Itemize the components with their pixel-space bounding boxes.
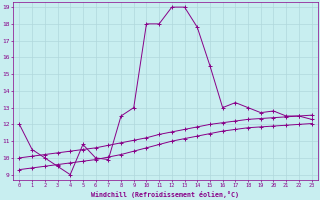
X-axis label: Windchill (Refroidissement éolien,°C): Windchill (Refroidissement éolien,°C) — [92, 191, 239, 198]
